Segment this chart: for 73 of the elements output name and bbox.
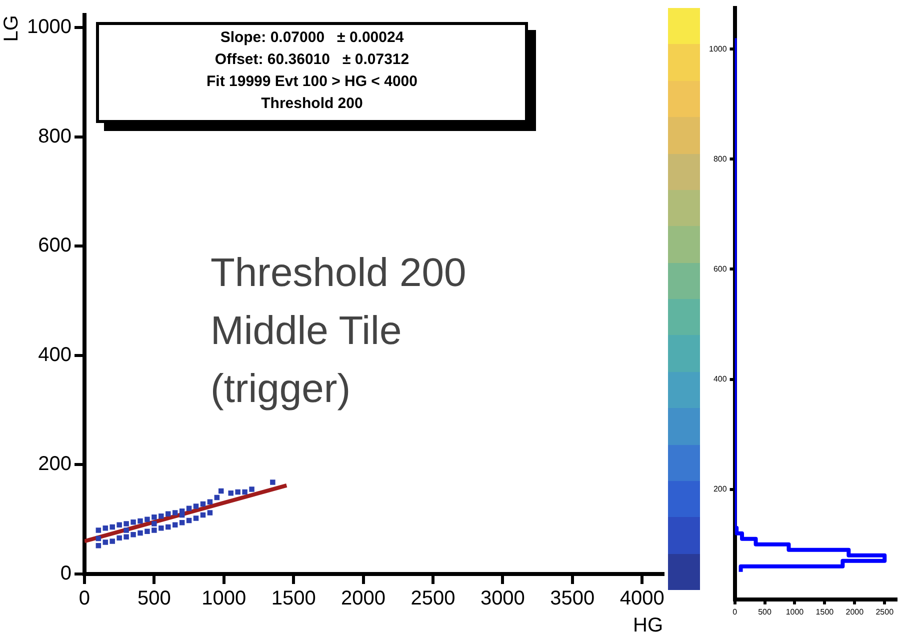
point: [96, 528, 102, 533]
y-tick-label: 200: [713, 484, 728, 494]
point: [144, 528, 150, 534]
x-axis-title: HG: [633, 614, 663, 637]
point: [166, 524, 171, 530]
x-tick-label: 2000: [341, 588, 386, 610]
point: [179, 520, 185, 526]
x-tick-label: 1500: [816, 607, 834, 616]
x-tick-label: 4000: [620, 588, 664, 610]
point: [116, 522, 122, 528]
x-tick-label: 1000: [786, 607, 804, 616]
x-tick-label: 500: [758, 607, 772, 616]
point: [152, 521, 157, 526]
point: [193, 516, 199, 521]
x-tick-label: 500: [138, 588, 171, 610]
point: [218, 488, 224, 494]
point: [110, 538, 115, 544]
y-tick-label: 200: [38, 453, 72, 476]
annotation: Threshold 200 Middle Tile (trigger): [210, 251, 466, 412]
y-tick-label: 400: [38, 344, 72, 366]
point: [228, 490, 234, 496]
point: [172, 522, 178, 528]
point: [144, 516, 150, 522]
x-tick-label: 2500: [876, 607, 894, 616]
x-tick-label: 2500: [410, 588, 456, 610]
point: [152, 528, 157, 533]
point: [166, 511, 171, 517]
point: [270, 480, 276, 485]
y-tick-label: 600: [713, 264, 728, 274]
x-tick-label: 0: [732, 607, 738, 616]
point: [235, 489, 240, 495]
x-tick-label: 1500: [271, 588, 316, 610]
point: [179, 512, 185, 518]
point: [158, 513, 164, 519]
point: [124, 521, 129, 526]
y-tick-label: 800: [713, 154, 728, 164]
x-tick-label: 3500: [550, 588, 595, 610]
point: [116, 535, 122, 541]
point: [172, 510, 178, 516]
point: [158, 525, 164, 531]
y-tick-label: 1000: [709, 44, 728, 54]
point: [214, 494, 220, 500]
point: [242, 489, 248, 495]
y-tick-label: 800: [38, 125, 72, 148]
y-tick-label: 0: [60, 562, 72, 585]
point: [207, 510, 213, 516]
point: [110, 524, 115, 530]
point: [124, 534, 129, 540]
y-tick-label: 1000: [26, 16, 72, 38]
point: [130, 532, 136, 538]
point: [130, 519, 136, 525]
point: [200, 501, 206, 507]
point: [249, 486, 254, 492]
point: [193, 504, 199, 509]
point: [138, 518, 143, 524]
point: [138, 530, 143, 536]
point: [102, 540, 108, 545]
point: [152, 514, 157, 520]
y-axis-title: LG: [0, 15, 23, 42]
point: [200, 512, 206, 518]
y-tick-label: 600: [38, 234, 72, 257]
point: [96, 536, 102, 542]
point: [186, 506, 192, 512]
y-tick-label: 400: [713, 374, 728, 384]
x-tick-label: 0: [78, 588, 90, 610]
point: [102, 525, 108, 531]
point: [124, 528, 129, 533]
x-tick-label: 3000: [480, 588, 525, 610]
point: [96, 542, 102, 548]
point: [207, 499, 213, 504]
x-tick-label: 2000: [846, 607, 864, 616]
point: [186, 518, 192, 524]
x-tick-label: 1000: [202, 588, 246, 610]
